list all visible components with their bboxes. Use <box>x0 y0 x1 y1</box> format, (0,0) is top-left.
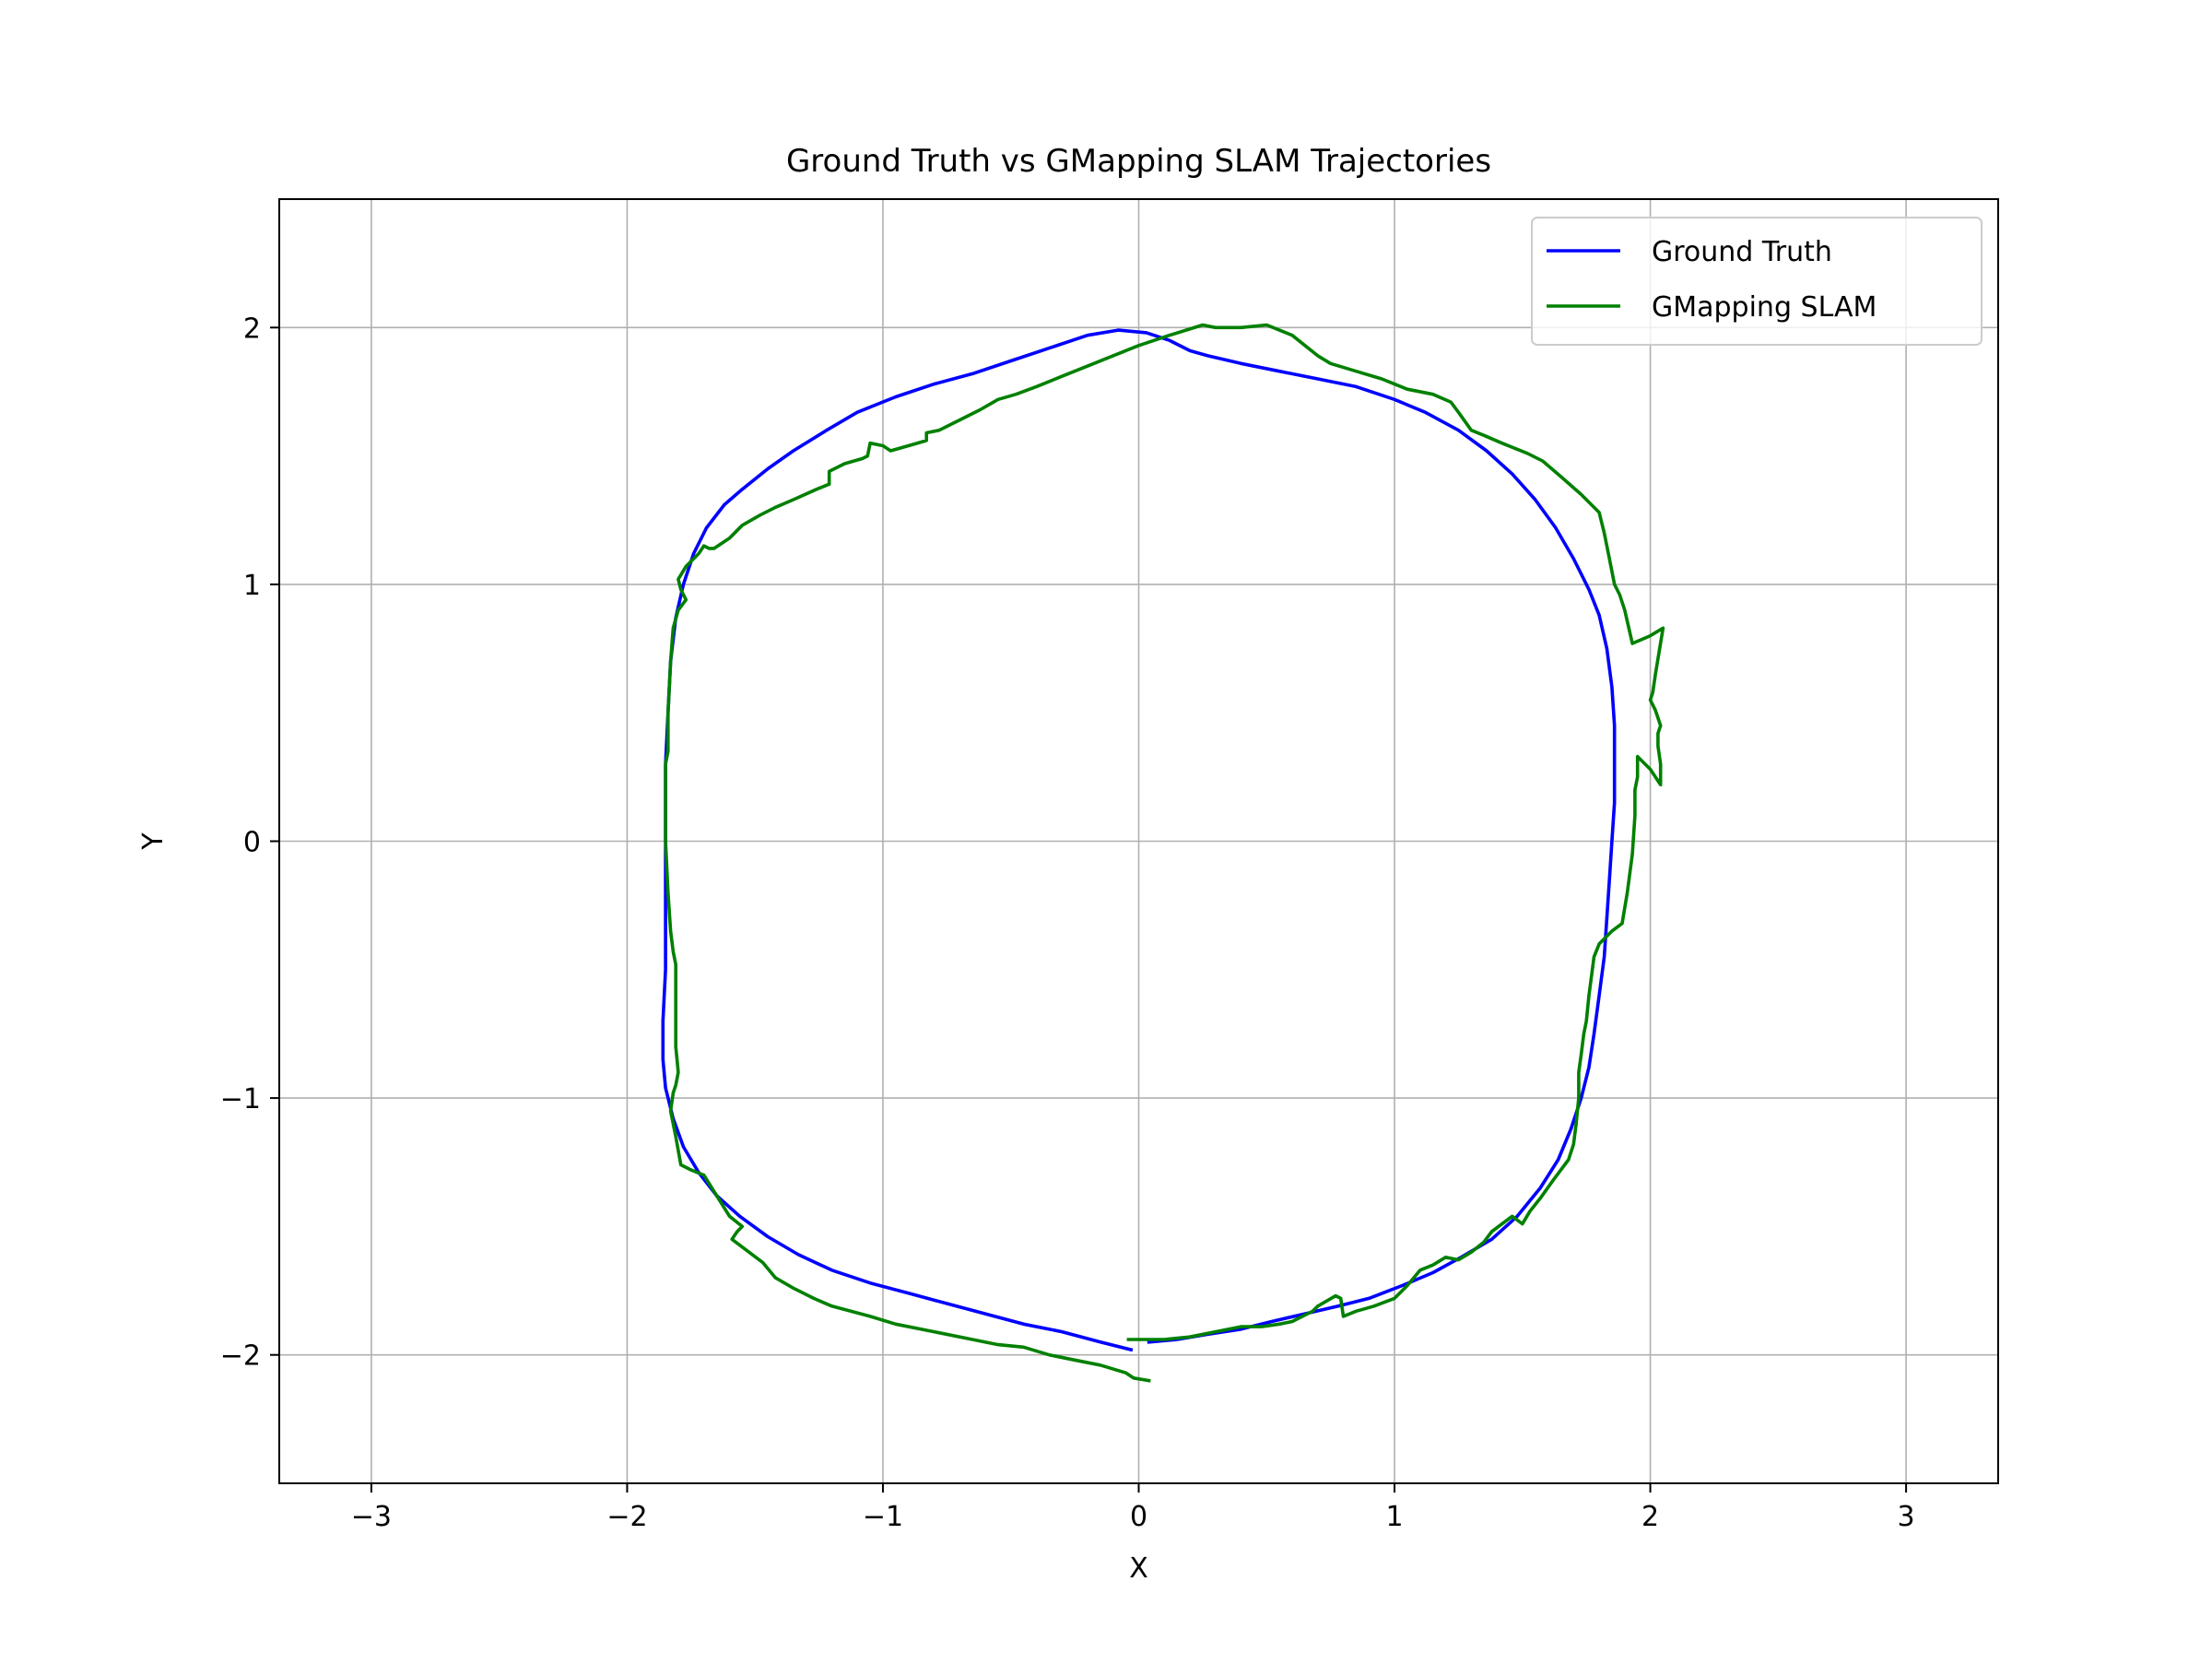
axis-ticks: −3 −2 −1 0 1 2 3 −2 −1 0 1 2 <box>220 313 1915 1533</box>
x-tick-label: 3 <box>1898 1501 1915 1533</box>
series-line-gmapping-slam <box>664 323 1665 1383</box>
legend-label-ground-truth: Ground Truth <box>1652 236 1832 268</box>
legend: Ground Truth GMapping SLAM <box>1531 217 1983 346</box>
y-tick-label: −2 <box>220 1340 261 1373</box>
x-tick-label: −3 <box>351 1501 392 1533</box>
y-tick-label: −1 <box>220 1083 261 1115</box>
series-line-ground-truth <box>661 328 1617 1352</box>
x-tick-label: −1 <box>863 1501 903 1533</box>
x-tick-label: 0 <box>1130 1501 1147 1533</box>
x-tick-label: 2 <box>1641 1501 1659 1533</box>
y-tick-label: 1 <box>243 570 261 602</box>
x-axis-label: X <box>1129 1552 1148 1585</box>
legend-label-gmapping-slam: GMapping SLAM <box>1652 291 1877 324</box>
y-tick-label: 2 <box>243 313 261 345</box>
chart-title: Ground Truth vs GMapping SLAM Trajectori… <box>786 143 1491 180</box>
grid <box>279 199 1998 1483</box>
legend-box <box>1531 217 1983 346</box>
x-tick-label: −2 <box>606 1501 647 1533</box>
x-tick-label: 1 <box>1385 1501 1403 1533</box>
y-tick-label: 0 <box>243 827 261 859</box>
y-axis-label: Y <box>137 832 170 851</box>
plot-series <box>661 323 1665 1383</box>
